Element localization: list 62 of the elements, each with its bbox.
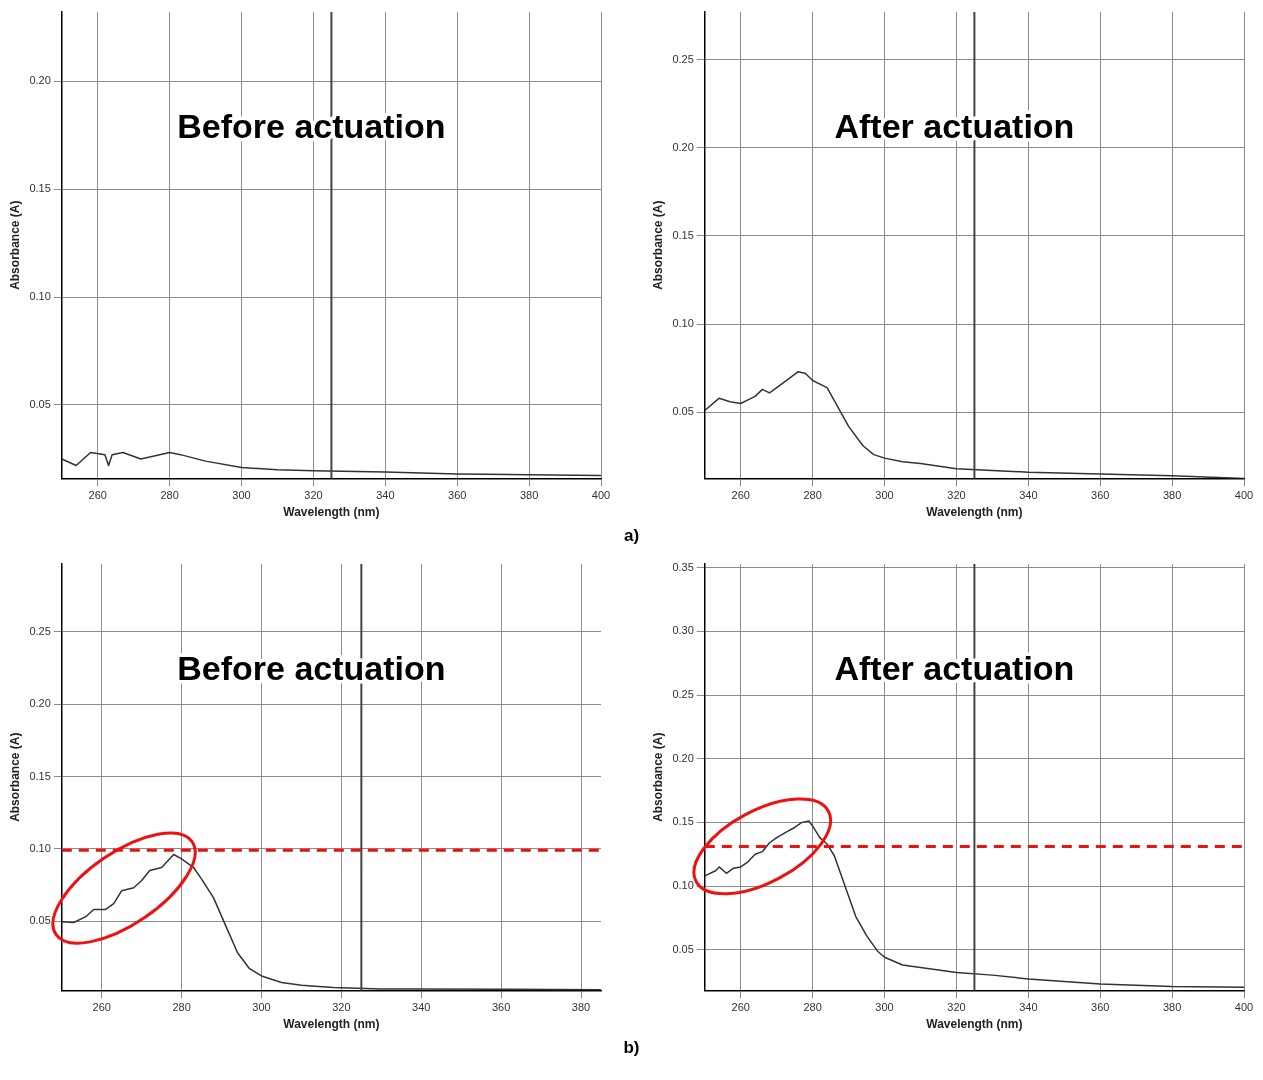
x-tick-label: 320 — [304, 489, 323, 502]
y-tick-label: 0.15 — [672, 815, 694, 828]
text: a) — [623, 526, 640, 545]
x-tick-label: 340 — [376, 489, 395, 502]
x-tick-label: 260 — [88, 489, 107, 502]
x-axis-title: Wavelength (nm) — [283, 1017, 380, 1032]
x-tick-label: 320 — [947, 1001, 966, 1014]
x-tick-label: 280 — [160, 489, 179, 502]
y-tick-label: 0.10 — [29, 290, 51, 303]
y-tick-label: 0.35 — [672, 560, 694, 573]
x-tick-label: 400 — [591, 489, 611, 502]
x-tick-label: 320 — [332, 1001, 351, 1014]
x-tick-label: 300 — [252, 1001, 271, 1014]
x-tick-label: 360 — [491, 1001, 511, 1014]
x-axis-title: Wavelength (nm) — [283, 505, 380, 520]
y-axis-title: Absorbance (A) — [7, 200, 22, 290]
y-tick-label: 0.05 — [672, 405, 694, 418]
x-tick-label: 320 — [947, 489, 966, 502]
x-tick-label: 380 — [519, 489, 539, 502]
y-axis-title: Absorbance (A) — [650, 732, 665, 822]
y-tick-label: 0.20 — [672, 751, 694, 764]
x-axis-title: Wavelength (nm) — [926, 1017, 1023, 1032]
y-tick-label: 0.05 — [29, 398, 51, 411]
x-tick-label: 280 — [803, 489, 822, 502]
y-tick-label: 0.15 — [29, 769, 51, 782]
y-axis-title: Absorbance (A) — [650, 200, 665, 290]
x-tick-label: 340 — [1019, 489, 1038, 502]
x-tick-label: 380 — [571, 1001, 591, 1014]
y-tick-label: 0.25 — [672, 688, 694, 701]
x-tick-label: 260 — [731, 489, 750, 502]
x-tick-label: 280 — [172, 1001, 191, 1014]
y-tick-label: 0.15 — [672, 228, 694, 241]
x-tick-label: 380 — [1162, 1001, 1182, 1014]
x-tick-label: 360 — [448, 489, 467, 502]
text: b) — [623, 1038, 640, 1057]
x-tick-label: 300 — [875, 489, 894, 502]
y-tick-label: 0.20 — [672, 140, 694, 153]
y-tick-label: 0.10 — [672, 317, 694, 330]
y-tick-label: 0.20 — [29, 74, 51, 87]
y-tick-label: 0.30 — [672, 624, 694, 637]
x-tick-label: 400 — [1234, 489, 1254, 502]
x-tick-label: 360 — [1091, 1001, 1110, 1014]
y-tick-label: 0.10 — [672, 879, 694, 892]
x-tick-label: 340 — [1019, 1001, 1038, 1014]
y-tick-label: 0.05 — [672, 942, 694, 955]
y-tick-label: 0.25 — [672, 52, 694, 65]
x-tick-label: 260 — [731, 1001, 750, 1014]
x-tick-label: 280 — [803, 1001, 822, 1014]
x-tick-label: 400 — [1234, 1001, 1254, 1014]
x-tick-label: 300 — [875, 1001, 894, 1014]
y-tick-label: 0.05 — [29, 914, 51, 927]
x-tick-label: 300 — [232, 489, 251, 502]
y-tick-label: 0.15 — [29, 182, 51, 195]
x-axis-title: Wavelength (nm) — [926, 505, 1023, 520]
x-tick-label: 360 — [1091, 489, 1110, 502]
y-tick-label: 0.10 — [29, 841, 51, 854]
x-tick-label: 260 — [92, 1001, 111, 1014]
y-axis-title: Absorbance (A) — [7, 732, 22, 822]
x-tick-label: 380 — [1162, 489, 1182, 502]
x-tick-label: 340 — [412, 1001, 431, 1014]
y-tick-label: 0.25 — [29, 624, 51, 637]
y-tick-label: 0.20 — [29, 697, 51, 710]
